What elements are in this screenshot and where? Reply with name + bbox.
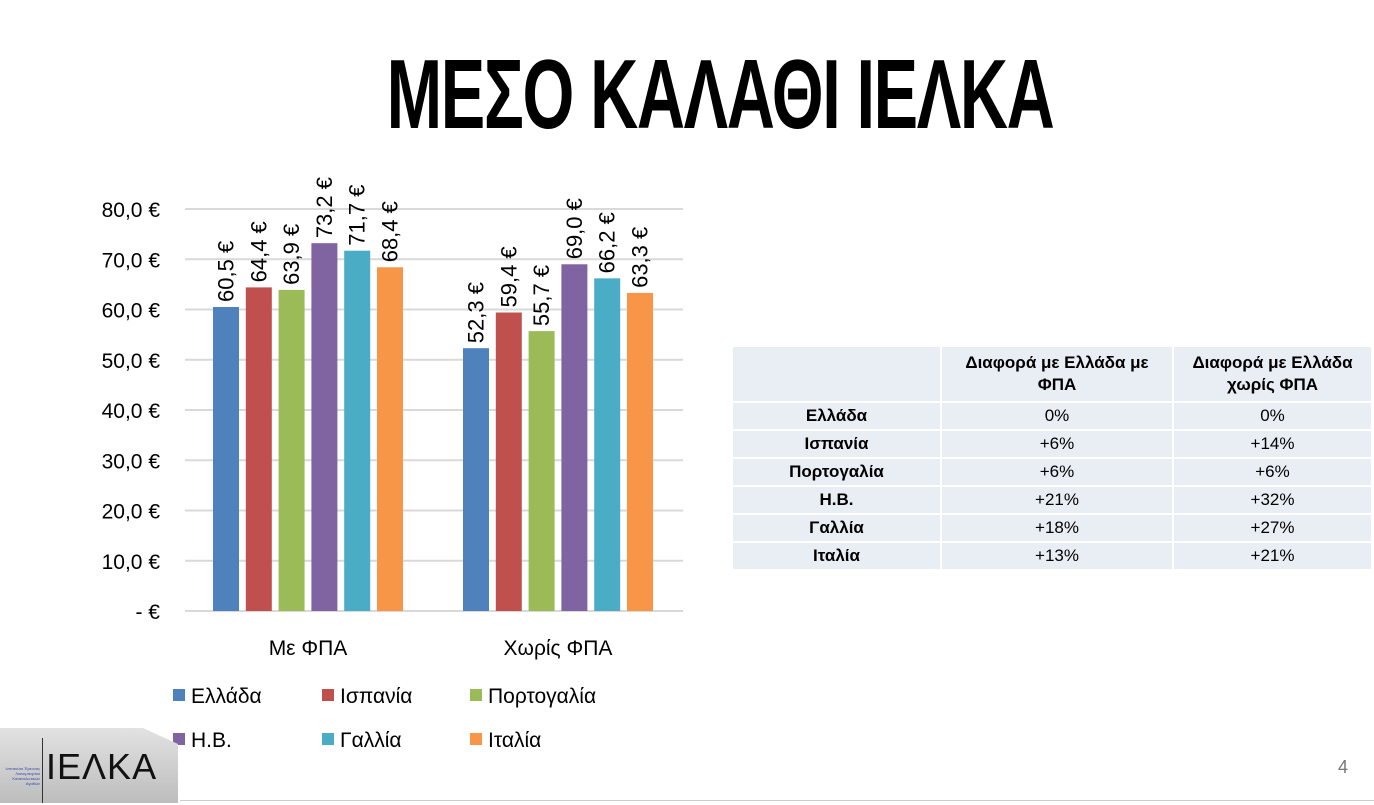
bar-Γαλλία [594, 278, 621, 611]
x-category-label: Χωρίς ΦΠΑ [504, 637, 613, 660]
data-label: 66,2 € [595, 212, 620, 273]
y-tick-label: 60,0 € [102, 300, 161, 323]
y-tick-label: 80,0 € [102, 199, 161, 222]
header-cell: Διαφορά με Ελλάδα χωρίς ΦΠΑ [1172, 345, 1373, 403]
ielka-logo: Ινστιτούτο Έρευνας Λιανεμπορίου Καταναλω… [0, 728, 178, 803]
logo-subtext: Ινστιτούτο Έρευνας Λιανεμπορίου Καταναλω… [5, 766, 40, 786]
bar-Ισπανία [245, 287, 272, 611]
legend-swatch [322, 733, 334, 745]
logo-text: ΙΕΛΚΑ [46, 746, 158, 787]
cell: +6% [1172, 457, 1373, 487]
cell: 0% [1172, 401, 1373, 431]
data-label: 52,3 € [464, 282, 489, 343]
table-row: Ελλάδα 0% 0% [731, 401, 1373, 431]
y-tick-label: 10,0 € [102, 551, 161, 574]
bar-Ιταλία [627, 292, 653, 611]
bar-Γαλλία [344, 250, 371, 611]
row-label: Πορτογαλία [731, 457, 942, 487]
header-cell [731, 345, 942, 403]
bar-Η.Β. [311, 243, 338, 612]
legend-swatch [470, 733, 482, 745]
data-label: 60,5 € [214, 241, 239, 302]
table-row: Ιταλία +13% +21% [731, 541, 1373, 571]
data-label: 69,0 € [562, 198, 587, 259]
y-tick-label: 20,0 € [102, 501, 161, 524]
legend-label: Πορτογαλία [488, 685, 596, 708]
table-row: Πορτογαλία +6% +6% [731, 457, 1373, 487]
page-number: 4 [1338, 757, 1349, 777]
cell: +21% [940, 485, 1174, 515]
legend-swatch [470, 689, 482, 701]
header-cell: Διαφορά με Ελλάδα με ΦΠΑ [940, 345, 1174, 403]
bar-Ελλάδα [213, 306, 239, 611]
bar-Πορτογαλία [528, 331, 555, 611]
table-row: Η.Β. +21% +32% [731, 485, 1373, 515]
data-label: 64,4 € [246, 221, 271, 282]
data-label: 71,7 € [345, 185, 370, 246]
bar-Ιταλία [377, 267, 403, 611]
row-label: Γαλλία [731, 513, 942, 543]
row-label: Ιταλία [731, 541, 942, 571]
cell: +32% [1172, 485, 1373, 515]
y-tick-label: 30,0 € [102, 450, 161, 473]
cell: +6% [940, 457, 1174, 487]
legend-label: Ιταλία [488, 729, 541, 752]
cell: +27% [1172, 513, 1373, 543]
legend-swatch [173, 733, 185, 745]
divider [180, 800, 1374, 801]
row-label: Ελλάδα [731, 401, 942, 431]
y-tick-label: 70,0 € [102, 249, 161, 272]
x-category-label: Με ΦΠΑ [269, 637, 348, 660]
data-label: 63,3 € [628, 227, 653, 288]
legend-label: Ελλάδα [191, 685, 262, 708]
row-label: Η.Β. [731, 485, 942, 515]
data-label: 68,4 € [378, 201, 403, 262]
cell: 0% [940, 401, 1174, 431]
bar-Πορτογαλία [278, 289, 305, 611]
row-label: Ισπανία [731, 429, 942, 459]
bar-Ισπανία [495, 312, 522, 611]
data-label: 59,4 € [496, 246, 521, 307]
cell: +14% [1172, 429, 1373, 459]
y-tick-label: 40,0 € [102, 400, 161, 423]
data-label: 63,9 € [279, 224, 304, 285]
bar-Η.Β. [561, 264, 588, 611]
cell: +13% [940, 541, 1174, 571]
table-header-row: Διαφορά με Ελλάδα με ΦΠΑ Διαφορά με Ελλά… [731, 345, 1373, 403]
y-tick-label: - € [135, 601, 160, 624]
difference-table: Διαφορά με Ελλάδα με ΦΠΑ Διαφορά με Ελλά… [731, 345, 1373, 571]
legend-label: Η.Β. [191, 729, 232, 752]
bar-Ελλάδα [463, 348, 489, 611]
cell: +21% [1172, 541, 1373, 571]
slide-title: ΜΕΣΟ ΚΑΛΑΘΙ ΙΕΛΚΑ [386, 39, 1055, 149]
cell: +6% [940, 429, 1174, 459]
table-row: Ισπανία +6% +14% [731, 429, 1373, 459]
cell: +18% [940, 513, 1174, 543]
table-row: Γαλλία +18% +27% [731, 513, 1373, 543]
legend-label: Γαλλία [340, 729, 402, 752]
y-tick-label: 50,0 € [102, 350, 161, 373]
data-label: 55,7 € [529, 265, 554, 326]
legend-label: Ισπανία [340, 685, 412, 708]
data-label: 73,2 € [312, 177, 337, 238]
legend-swatch [322, 689, 334, 701]
legend-swatch [173, 689, 185, 701]
